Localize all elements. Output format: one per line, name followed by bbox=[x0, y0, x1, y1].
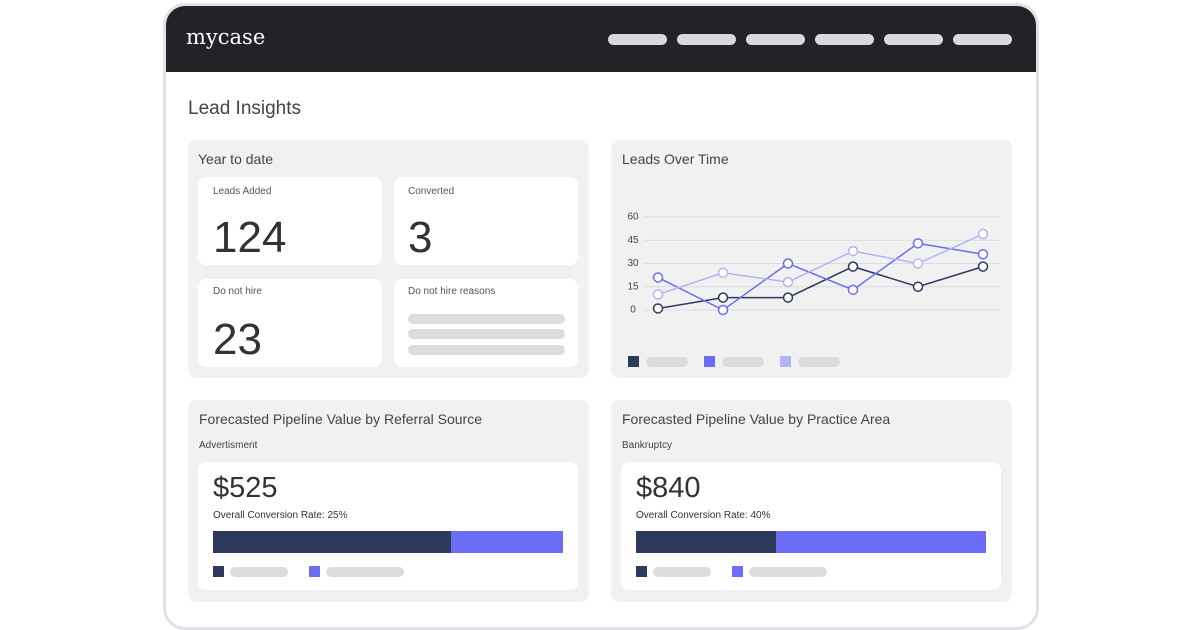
data-point bbox=[652, 272, 664, 283]
stat-label: Do not hire reasons bbox=[408, 286, 496, 297]
nav-item[interactable] bbox=[953, 34, 1012, 45]
placeholder bbox=[408, 329, 565, 339]
y-tick-label: 45 bbox=[627, 235, 639, 246]
rate-label: Overall Conversion Rate: 25% bbox=[213, 510, 348, 521]
legend-placeholder bbox=[722, 357, 764, 367]
bar-segment bbox=[776, 531, 986, 553]
card-subtitle: Advertisment bbox=[199, 440, 258, 451]
nav-item[interactable] bbox=[677, 34, 736, 45]
legend-placeholder bbox=[230, 567, 288, 577]
y-tick-label: 30 bbox=[627, 258, 639, 269]
legend-placeholder bbox=[646, 357, 688, 367]
series-line bbox=[657, 242, 984, 311]
stat-value: 3 bbox=[408, 213, 433, 262]
amount: $840 bbox=[636, 472, 701, 504]
legend-placeholder bbox=[798, 357, 840, 367]
pipeline-box: $840 Overall Conversion Rate: 40% bbox=[621, 462, 1001, 590]
stat-label: Do not hire bbox=[213, 286, 262, 297]
data-point bbox=[717, 292, 729, 303]
legend-placeholder bbox=[653, 567, 711, 577]
data-point bbox=[717, 304, 729, 316]
pipeline-card: Forecasted Pipeline Value by Referral So… bbox=[188, 400, 589, 602]
reasons-box: Do not hire reasons bbox=[394, 279, 578, 367]
card-title: Forecasted Pipeline Value by Practice Ar… bbox=[622, 411, 891, 427]
legend-placeholder bbox=[326, 567, 404, 577]
nav-item[interactable] bbox=[884, 34, 943, 45]
placeholder bbox=[408, 314, 565, 324]
card-title: Year to date bbox=[198, 151, 273, 167]
ytd-card: Year to date Leads Added 124 Converted 3… bbox=[188, 140, 589, 378]
stat-label: Converted bbox=[408, 186, 455, 197]
legend-swatch bbox=[780, 356, 791, 367]
data-point bbox=[847, 245, 859, 257]
data-point bbox=[912, 258, 924, 269]
y-tick-label: 60 bbox=[627, 212, 639, 223]
data-point bbox=[782, 276, 794, 288]
stat-value: 124 bbox=[213, 213, 287, 262]
rate-label: Overall Conversion Rate: 40% bbox=[636, 510, 771, 521]
app-window: mycase Lead Insights Year to date Leads … bbox=[163, 3, 1039, 630]
stat-label: Leads Added bbox=[213, 186, 272, 197]
data-point bbox=[717, 267, 729, 279]
placeholder bbox=[408, 345, 565, 355]
stat-box: Leads Added 124 bbox=[198, 177, 382, 265]
bar-segment bbox=[451, 531, 563, 553]
data-point bbox=[912, 238, 924, 249]
legend-swatch bbox=[704, 356, 715, 367]
data-point bbox=[977, 248, 989, 260]
header: mycase bbox=[166, 6, 1036, 72]
data-point bbox=[977, 228, 989, 240]
legend-swatch bbox=[309, 566, 320, 577]
legend-placeholder bbox=[749, 567, 827, 577]
amount: $525 bbox=[213, 472, 278, 504]
legend-swatch bbox=[636, 566, 647, 577]
pipeline-card: Forecasted Pipeline Value by Practice Ar… bbox=[611, 400, 1012, 602]
data-point bbox=[847, 284, 859, 296]
data-point bbox=[977, 261, 989, 272]
stat-box: Do not hire 23 bbox=[198, 279, 382, 367]
stat-box: Converted 3 bbox=[394, 177, 578, 265]
legend-swatch bbox=[628, 356, 639, 367]
series-line bbox=[657, 265, 984, 310]
data-point bbox=[912, 281, 924, 292]
data-point bbox=[652, 303, 664, 314]
card-subtitle: Bankruptcy bbox=[622, 440, 673, 451]
y-tick-label: 0 bbox=[630, 305, 636, 316]
page-title: Lead Insights bbox=[188, 98, 302, 119]
brand: mycase bbox=[186, 25, 266, 49]
card-title: Forecasted Pipeline Value by Referral So… bbox=[199, 411, 483, 427]
legend-swatch bbox=[213, 566, 224, 577]
data-point bbox=[652, 289, 664, 300]
data-point bbox=[782, 292, 794, 303]
series-line bbox=[657, 233, 984, 296]
chart-card: Leads Over Time 0 15 30 45 60 bbox=[611, 140, 1012, 378]
nav-item[interactable] bbox=[608, 34, 667, 45]
bar-segment bbox=[213, 531, 451, 553]
data-point bbox=[847, 261, 859, 272]
y-tick-label: 15 bbox=[627, 281, 639, 292]
data-point bbox=[782, 258, 794, 269]
bar-segment bbox=[636, 531, 776, 553]
nav-item[interactable] bbox=[746, 34, 805, 45]
stat-value: 23 bbox=[213, 315, 262, 364]
nav-item[interactable] bbox=[815, 34, 874, 45]
pipeline-box: $525 Overall Conversion Rate: 25% bbox=[198, 462, 578, 590]
line-chart: 0 15 30 45 60 bbox=[627, 212, 1000, 367]
legend-swatch bbox=[732, 566, 743, 577]
chart-title: Leads Over Time bbox=[622, 151, 729, 167]
